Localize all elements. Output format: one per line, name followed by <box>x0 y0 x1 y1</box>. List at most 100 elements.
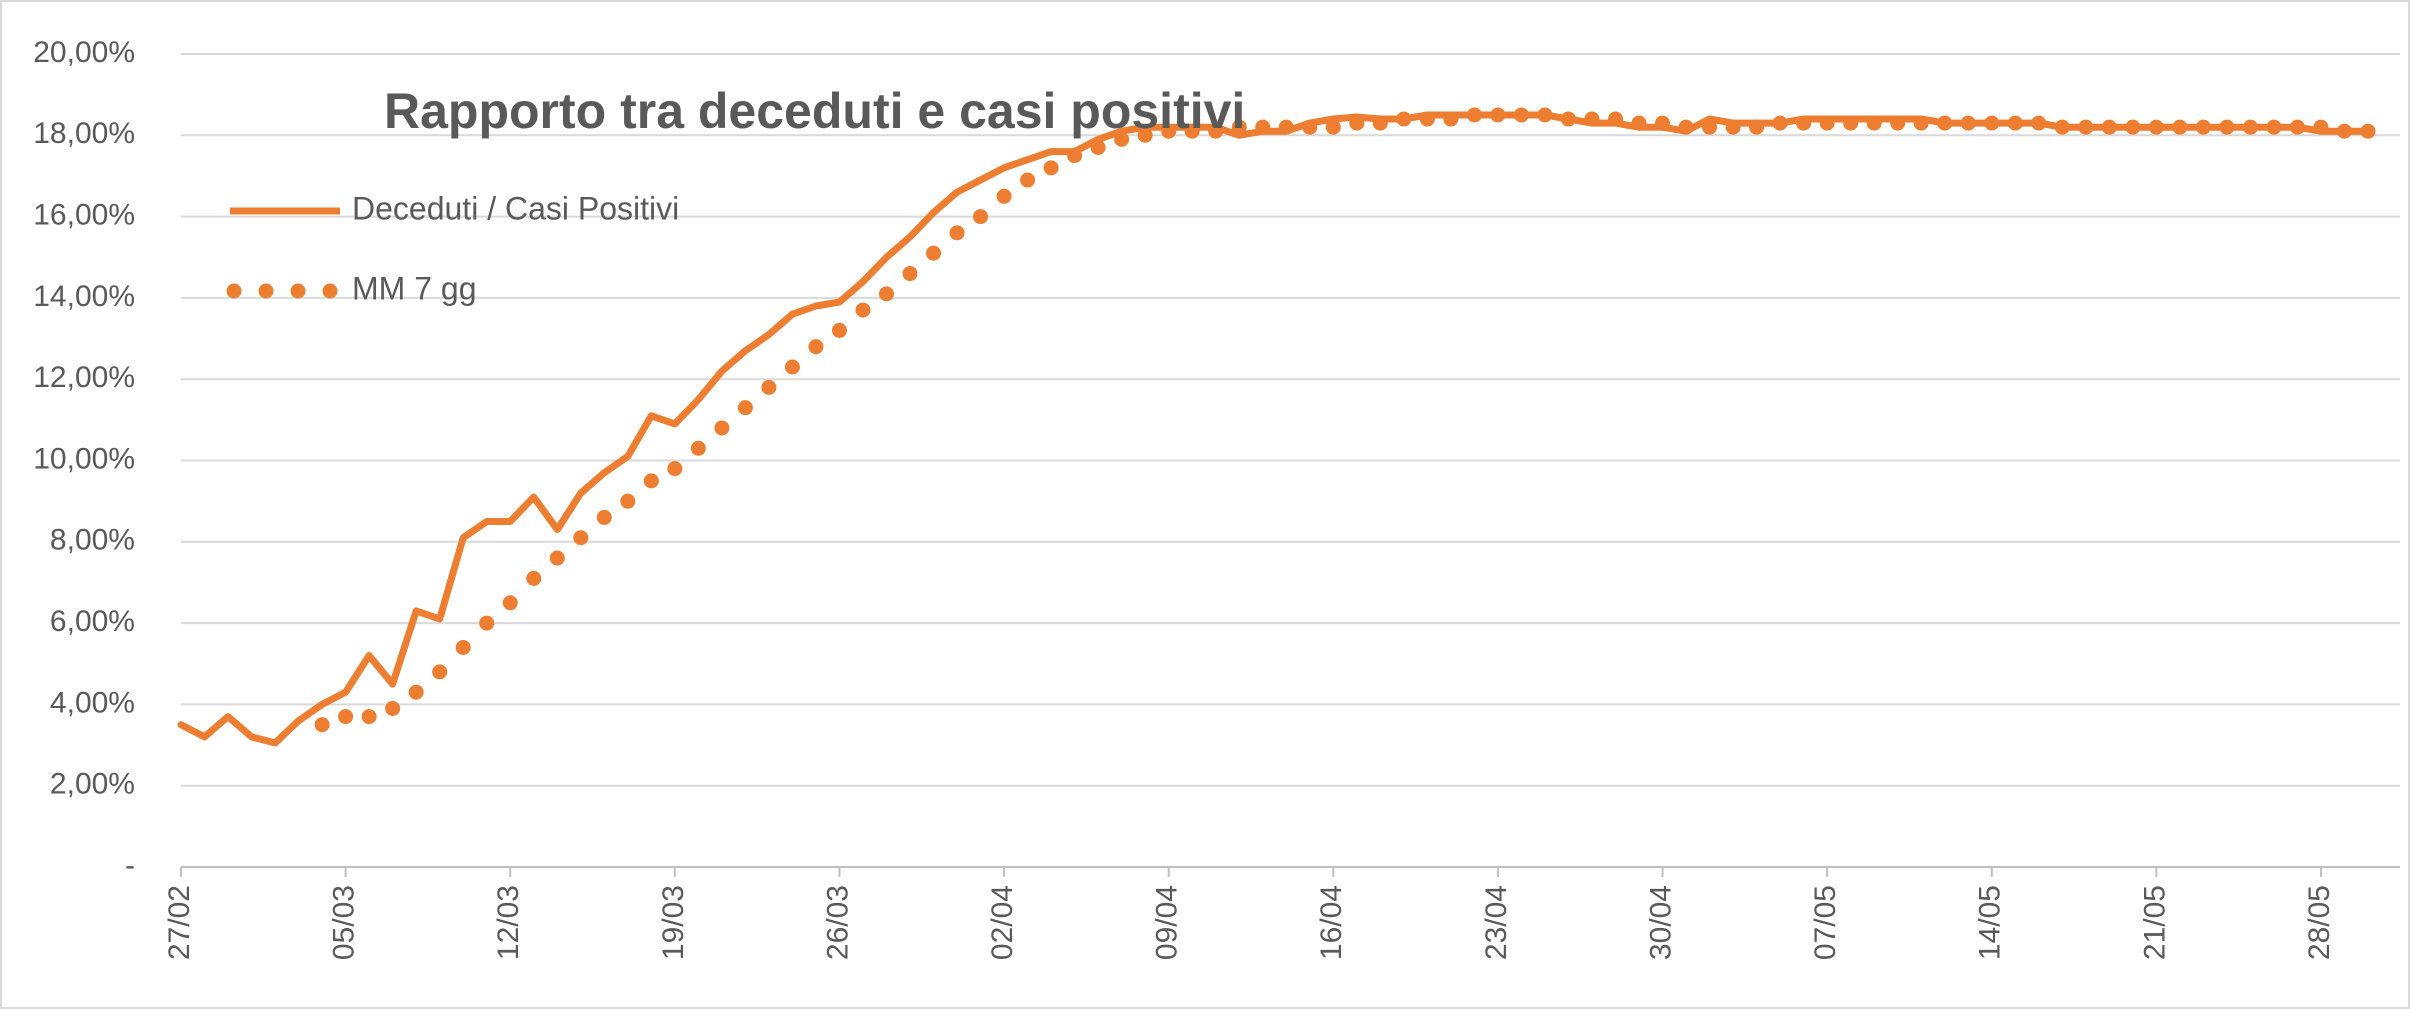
data-point <box>831 322 847 338</box>
data-point <box>1584 111 1600 127</box>
data-point <box>1302 119 1318 135</box>
data-point <box>1984 115 2000 131</box>
data-point <box>314 717 330 733</box>
data-point <box>643 473 659 489</box>
data-point <box>926 245 942 261</box>
data-point <box>455 639 471 655</box>
legend-symbol <box>258 283 274 299</box>
chart-title: Rapporto tra deceduti e casi positivi <box>384 83 1245 139</box>
data-point <box>2219 119 2235 135</box>
y-tick-label: 20,00% <box>33 36 135 69</box>
data-point <box>549 550 565 566</box>
plot <box>177 107 2376 747</box>
y-tick-label: 18,00% <box>33 117 135 150</box>
data-point <box>1631 115 1647 131</box>
data-point <box>1913 115 1929 131</box>
y-tick-label: 6,00% <box>50 605 135 638</box>
data-point <box>1325 119 1341 135</box>
data-point <box>1349 115 1365 131</box>
data-point <box>1396 111 1412 127</box>
legend-label: Deceduti / Casi Positivi <box>352 190 679 226</box>
data-point <box>1443 111 1459 127</box>
data-point <box>2313 119 2329 135</box>
data-point <box>1843 115 1859 131</box>
data-point <box>596 509 612 525</box>
x-tick-label: 02/04 <box>986 885 1019 960</box>
x-tick-label: 19/03 <box>657 885 690 960</box>
x-tick-label: 27/02 <box>163 885 196 960</box>
legend: Deceduti / Casi Positivi MM 7 gg <box>226 190 679 306</box>
data-point <box>1137 127 1153 143</box>
data-point <box>620 493 636 509</box>
data-point <box>573 530 589 546</box>
data-point <box>1960 115 1976 131</box>
data-point <box>338 709 354 725</box>
data-point <box>1890 115 1906 131</box>
data-point <box>2289 119 2305 135</box>
data-point <box>2054 119 2070 135</box>
x-tick-label: 30/04 <box>1644 885 1677 960</box>
y-tick-label: 10,00% <box>33 442 135 475</box>
x-tick-label: 28/05 <box>2303 885 2336 960</box>
y-tick-label: - <box>125 849 135 882</box>
data-point <box>1490 107 1506 123</box>
data-point <box>1796 115 1812 131</box>
legend-symbol <box>290 283 306 299</box>
data-point <box>2078 119 2094 135</box>
data-point <box>1537 107 1553 123</box>
data-point <box>1866 115 1882 131</box>
x-tick-label: 14/05 <box>1974 885 2007 960</box>
data-point <box>1466 107 1482 123</box>
legend-symbol <box>322 283 338 299</box>
data-point <box>2336 123 2352 139</box>
data-point <box>1184 123 1200 139</box>
data-point <box>2031 115 2047 131</box>
data-point <box>1020 172 1036 188</box>
data-point <box>1372 115 1388 131</box>
data-point <box>1278 119 1294 135</box>
x-tick-label: 07/05 <box>1809 885 1842 960</box>
data-point <box>2242 119 2258 135</box>
data-point <box>361 709 377 725</box>
data-point <box>2172 119 2188 135</box>
data-point <box>949 225 965 241</box>
x-tick-label: 21/05 <box>2138 885 2171 960</box>
data-point <box>1607 111 1623 127</box>
data-point <box>714 420 730 436</box>
data-point <box>1067 148 1083 164</box>
data-point <box>1772 115 1788 131</box>
data-point <box>690 440 706 456</box>
y-tick-label: 12,00% <box>33 361 135 394</box>
y-tick-label: 4,00% <box>50 686 135 719</box>
x-tick-label: 26/03 <box>821 885 854 960</box>
data-point <box>1678 119 1694 135</box>
legend-symbol <box>226 283 242 299</box>
data-point <box>761 379 777 395</box>
data-point <box>2101 119 2117 135</box>
x-tick-label: 12/03 <box>492 885 525 960</box>
data-point <box>1255 119 1271 135</box>
data-point <box>2125 119 2141 135</box>
y-tick-label: 2,00% <box>50 768 135 801</box>
data-point <box>1090 139 1106 155</box>
series-line <box>177 111 2372 747</box>
data-point <box>408 684 424 700</box>
data-point <box>855 302 871 318</box>
data-point <box>808 339 824 355</box>
data-point <box>502 595 518 611</box>
data-point <box>1937 115 1953 131</box>
data-point <box>2360 123 2376 139</box>
data-point <box>1725 119 1741 135</box>
data-point <box>784 359 800 375</box>
data-point <box>973 209 989 225</box>
data-point <box>878 286 894 302</box>
x-tick-label: 05/03 <box>328 885 361 960</box>
y-tick-label: 14,00% <box>33 280 135 313</box>
y-tick-label: 8,00% <box>50 524 135 557</box>
data-point <box>2266 119 2282 135</box>
data-point <box>1513 107 1529 123</box>
data-point <box>2148 119 2164 135</box>
data-point <box>1208 123 1224 139</box>
data-point <box>479 615 495 631</box>
data-point <box>1702 119 1718 135</box>
